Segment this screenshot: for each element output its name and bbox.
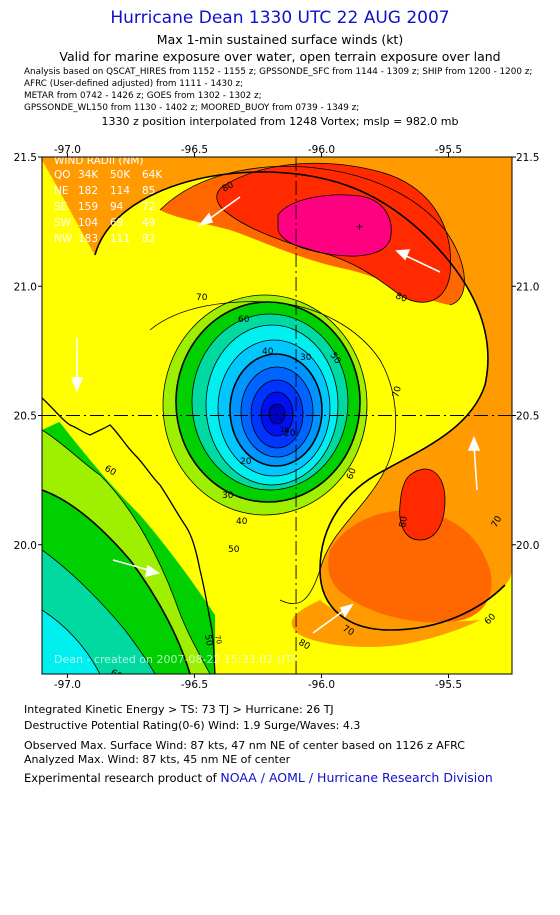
credit-line: Experimental research product of NOAA / …	[24, 770, 493, 785]
observed-max-wind-line: Observed Max. Surface Wind: 87 kts, 47 n…	[24, 739, 465, 752]
lat-label-right: 21.5	[516, 152, 539, 164]
contour-red-se	[399, 469, 445, 540]
axis-labels: -97.0 -96.5 -96.0 -95.5 -97.0 -96.5 -96.…	[14, 144, 540, 690]
contour-label: 40	[262, 347, 274, 357]
position-line: 1330 z position interpolated from 1248 V…	[101, 115, 459, 128]
lat-label-right: 21.0	[516, 281, 539, 293]
contour-label: 60	[238, 315, 250, 325]
contour-magenta-max	[278, 194, 392, 257]
contour-label: 20	[240, 457, 252, 467]
axis-ticks	[38, 153, 516, 678]
lon-label-top: -95.5	[435, 144, 462, 156]
contour-dark-orange-se	[328, 510, 492, 623]
subtitle-exposure: Valid for marine exposure over water, op…	[59, 49, 501, 64]
radii-col-quadrant: QO	[54, 169, 71, 181]
lon-label-bottom: -96.0	[308, 679, 335, 690]
radii-col-64k: 64K	[142, 169, 163, 181]
lat-label-left: 20.5	[14, 411, 37, 423]
page-title: Hurricane Dean 1330 UTC 22 AUG 2007	[110, 8, 450, 28]
contour-label: 80	[221, 180, 236, 194]
contour-label: 80	[398, 515, 410, 528]
watermark: Dean - created on 2007-08-22 15:33:02 UT…	[54, 653, 299, 666]
destructive-potential-line: Destructive Potential Rating(0-6) Wind: …	[24, 719, 361, 732]
wind-arrow	[197, 196, 241, 227]
radii-cell: 94	[110, 201, 124, 213]
contour-label: 50	[202, 634, 214, 647]
wind-arrow	[112, 559, 160, 578]
radii-col-50k: 50K	[110, 169, 131, 181]
lon-label-bottom: -97.0	[54, 679, 81, 690]
analysis-line-3: METAR from 0742 - 1426 z; GOES from 1302…	[24, 91, 262, 101]
contour-label: 60	[109, 668, 124, 683]
contour-label: 30	[222, 491, 234, 501]
contour-cyan-sw	[42, 610, 100, 674]
analysis-line-4: GPSSONDE_WL150 from 1130 - 1402 z; MOORE…	[24, 103, 360, 113]
contour-yellow-west	[42, 260, 150, 430]
wind-arrow	[467, 435, 481, 491]
center-crosshair	[42, 157, 512, 674]
lon-label-bottom: -96.5	[181, 679, 208, 690]
radii-cell: 85	[142, 185, 155, 197]
analysis-line-1: Analysis based on QSCAT_HIRES from 1152 …	[24, 67, 533, 77]
contour-label: 80	[394, 291, 408, 304]
max-wind-marker	[356, 223, 363, 230]
contour-label: 70	[391, 385, 404, 399]
contour-orange-se-tail	[291, 600, 480, 647]
radii-cell: 82	[142, 233, 155, 245]
radii-table: WIND RADII (NM) QO 34K 50K 64K NE 182 11…	[54, 155, 163, 245]
lat-label-left: 21.5	[14, 152, 37, 164]
lat-label-right: 20.0	[516, 540, 539, 552]
wind-contours: 80 80 80 80 70 70 70 70 60 60 60 60 50 5…	[42, 155, 512, 683]
radii-cell: 104	[78, 217, 98, 229]
contour-label: 10	[280, 426, 289, 434]
radii-table-header: WIND RADII (NM)	[54, 155, 144, 167]
lat-label-left: 20.0	[14, 540, 37, 552]
wind-arrow	[312, 603, 354, 634]
radii-cell: SW	[54, 217, 72, 229]
subtitle-winds: Max 1-min sustained surface winds (kt)	[156, 32, 404, 47]
lon-label-bottom: -95.5	[435, 679, 462, 690]
radii-cell: 72	[142, 201, 155, 213]
contour-label: 60	[345, 467, 358, 481]
radii-col-34k: 34K	[78, 169, 99, 181]
wind-arrow	[395, 249, 441, 273]
radii-cell: NE	[54, 185, 69, 197]
contour-label: 40	[236, 517, 248, 527]
credit-prefix: Experimental research product of	[24, 771, 221, 785]
contour-label: 20	[284, 429, 296, 439]
radii-cell: 69	[110, 217, 123, 229]
wind-arrows	[70, 196, 481, 634]
radii-cell: 159	[78, 201, 98, 213]
radii-cell: 49	[142, 217, 155, 229]
analyzed-max-wind-line: Analyzed Max. Wind: 87 kts, 45 nm NE of …	[24, 753, 291, 766]
radii-cell: 111	[110, 233, 130, 245]
lon-label-top: -96.5	[181, 144, 208, 156]
contour-10kt	[269, 404, 285, 424]
wind-arrow	[70, 338, 84, 393]
radii-cell: 114	[110, 185, 130, 197]
contour-label: 70	[196, 293, 208, 303]
contour-lines	[42, 162, 506, 674]
analysis-line-2: AFRC (User-defined adjusted) from 1111 -…	[24, 79, 244, 89]
contour-label: 50	[228, 545, 240, 555]
radii-cell: NW	[54, 233, 73, 245]
contour-label: 70	[213, 634, 223, 645]
lat-label-right: 20.5	[516, 411, 539, 423]
contour-label: 30	[300, 353, 312, 363]
noaa-hrd-link[interactable]: NOAA / AOML / Hurricane Research Divisio…	[220, 770, 493, 785]
wind-field-map: 80 80 80 80 70 70 70 70 60 60 60 60 50 5…	[14, 144, 540, 690]
lon-label-top: -96.0	[308, 144, 335, 156]
lon-label-top: -97.0	[54, 144, 81, 156]
radii-cell: 183	[78, 233, 98, 245]
coastline	[42, 397, 216, 674]
lat-label-left: 21.0	[14, 281, 37, 293]
ike-line: Integrated Kinetic Energy > TS: 73 TJ > …	[24, 703, 334, 716]
radii-cell: SE	[54, 201, 67, 213]
radii-cell: 182	[78, 185, 98, 197]
